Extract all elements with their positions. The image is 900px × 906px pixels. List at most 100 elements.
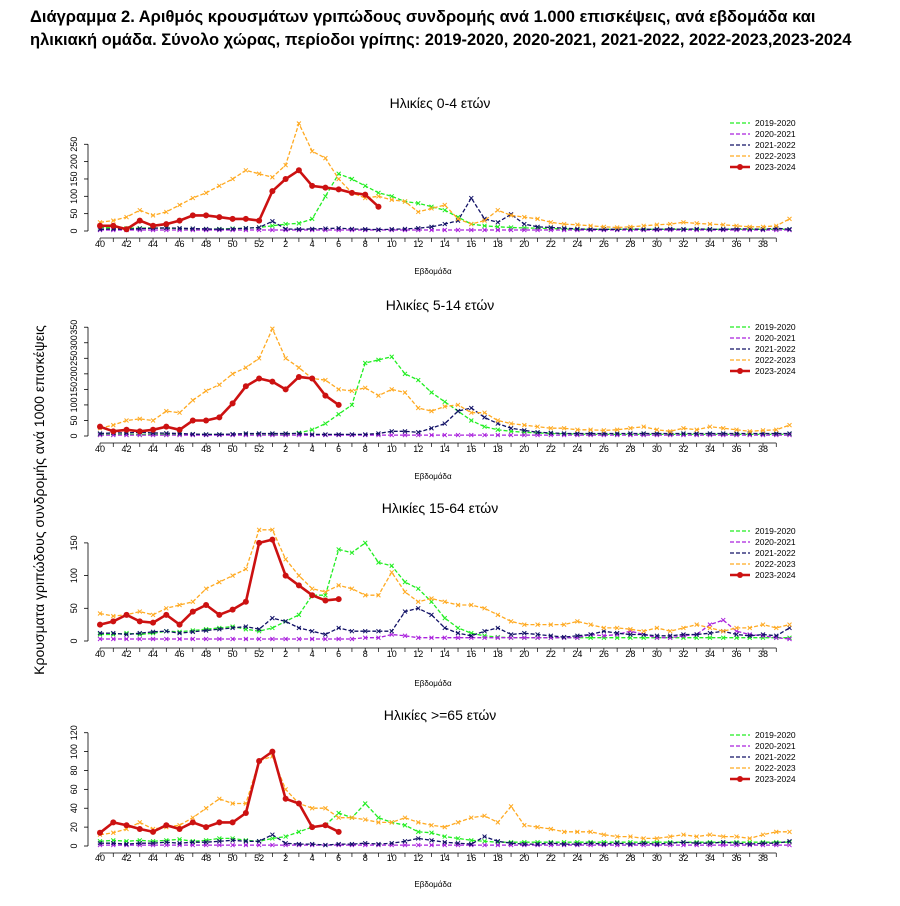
- data-point: [402, 390, 408, 395]
- data-point: [628, 632, 633, 637]
- series-line: [99, 121, 790, 229]
- data-point: [468, 405, 474, 411]
- data-point: [429, 204, 434, 210]
- x-tick-label: 40: [95, 239, 105, 249]
- data-point: [269, 188, 276, 195]
- y-tick-label: 100: [69, 397, 79, 412]
- data-point: [229, 400, 236, 407]
- x-tick-label: 24: [572, 649, 582, 659]
- data-point: [97, 611, 103, 616]
- data-point: [97, 840, 103, 846]
- data-point: [323, 377, 328, 383]
- data-point: [216, 838, 222, 844]
- data-point: [787, 226, 792, 232]
- data-point: [296, 226, 302, 232]
- x-tick-label: 26: [599, 444, 609, 454]
- data-point: [296, 636, 302, 642]
- x-tick-label: 4: [310, 649, 315, 659]
- data-point: [482, 227, 487, 233]
- x-tick-label: 46: [175, 239, 185, 249]
- data-point: [667, 840, 673, 846]
- data-point: [150, 636, 156, 642]
- data-point: [270, 227, 275, 233]
- data-point: [269, 378, 276, 385]
- data-point: [230, 625, 235, 631]
- data-point: [535, 622, 540, 628]
- data-point: [323, 155, 328, 161]
- data-point: [176, 621, 183, 628]
- data-point: [177, 630, 182, 636]
- data-point: [376, 190, 381, 196]
- x-tick-label: 36: [731, 444, 741, 454]
- data-point: [336, 841, 342, 847]
- series-2023-2024: [97, 536, 342, 628]
- data-point: [429, 837, 434, 843]
- y-tick-label: 100: [69, 189, 79, 204]
- data-point: [521, 622, 527, 628]
- data-point: [442, 404, 448, 409]
- data-point: [429, 822, 434, 828]
- series-2021-2022: [97, 605, 792, 640]
- data-point: [137, 840, 143, 846]
- data-point: [270, 527, 275, 533]
- data-point: [270, 832, 275, 838]
- data-point: [720, 628, 726, 634]
- data-point: [136, 428, 143, 435]
- legend-entry: 2020-2021: [755, 129, 796, 139]
- data-point: [110, 222, 117, 229]
- data-point: [309, 824, 316, 831]
- x-tick-label: 36: [731, 649, 741, 659]
- data-point: [216, 432, 222, 437]
- data-point: [681, 226, 686, 232]
- x-tick-label: 20: [519, 444, 529, 454]
- data-point: [230, 226, 235, 232]
- data-point: [402, 432, 408, 438]
- x-tick-label: 28: [625, 853, 635, 863]
- x-axis-label: Εβδομάδα: [414, 880, 452, 889]
- data-point: [548, 633, 554, 639]
- data-point: [243, 225, 249, 231]
- x-tick-label: 38: [758, 853, 768, 863]
- data-point: [336, 387, 342, 392]
- data-point: [163, 628, 169, 634]
- data-point: [256, 539, 263, 546]
- data-point: [336, 176, 342, 182]
- data-point: [242, 598, 249, 605]
- data-point: [389, 840, 395, 846]
- data-point: [349, 176, 355, 182]
- x-tick-label: 18: [493, 853, 503, 863]
- data-point: [468, 195, 474, 201]
- data-point: [256, 431, 262, 436]
- x-tick-label: 6: [336, 239, 341, 249]
- data-point: [561, 841, 567, 847]
- data-point: [216, 842, 222, 848]
- data-point: [190, 226, 196, 231]
- data-point: [773, 829, 779, 835]
- data-point: [176, 217, 183, 224]
- data-point: [535, 216, 540, 222]
- data-point: [521, 630, 527, 636]
- x-tick-label: 52: [254, 649, 264, 659]
- data-point: [163, 636, 169, 642]
- data-point: [376, 820, 381, 825]
- data-point: [190, 599, 196, 605]
- x-tick-label: 32: [678, 239, 688, 249]
- data-point: [203, 190, 209, 196]
- x-tick-label: 52: [254, 444, 264, 454]
- data-point: [415, 429, 421, 435]
- data-point: [508, 632, 514, 637]
- data-point: [482, 218, 487, 223]
- x-tick-label: 46: [175, 853, 185, 863]
- data-point: [348, 189, 355, 196]
- data-point: [561, 425, 567, 431]
- data-point: [508, 432, 514, 438]
- x-tick-label: 24: [572, 239, 582, 249]
- data-point: [468, 418, 474, 423]
- data-point: [508, 803, 514, 809]
- data-point: [575, 427, 580, 433]
- data-point: [495, 625, 501, 631]
- data-point: [707, 840, 713, 846]
- data-point: [455, 630, 461, 636]
- data-point: [747, 428, 753, 434]
- series-line: [100, 607, 790, 638]
